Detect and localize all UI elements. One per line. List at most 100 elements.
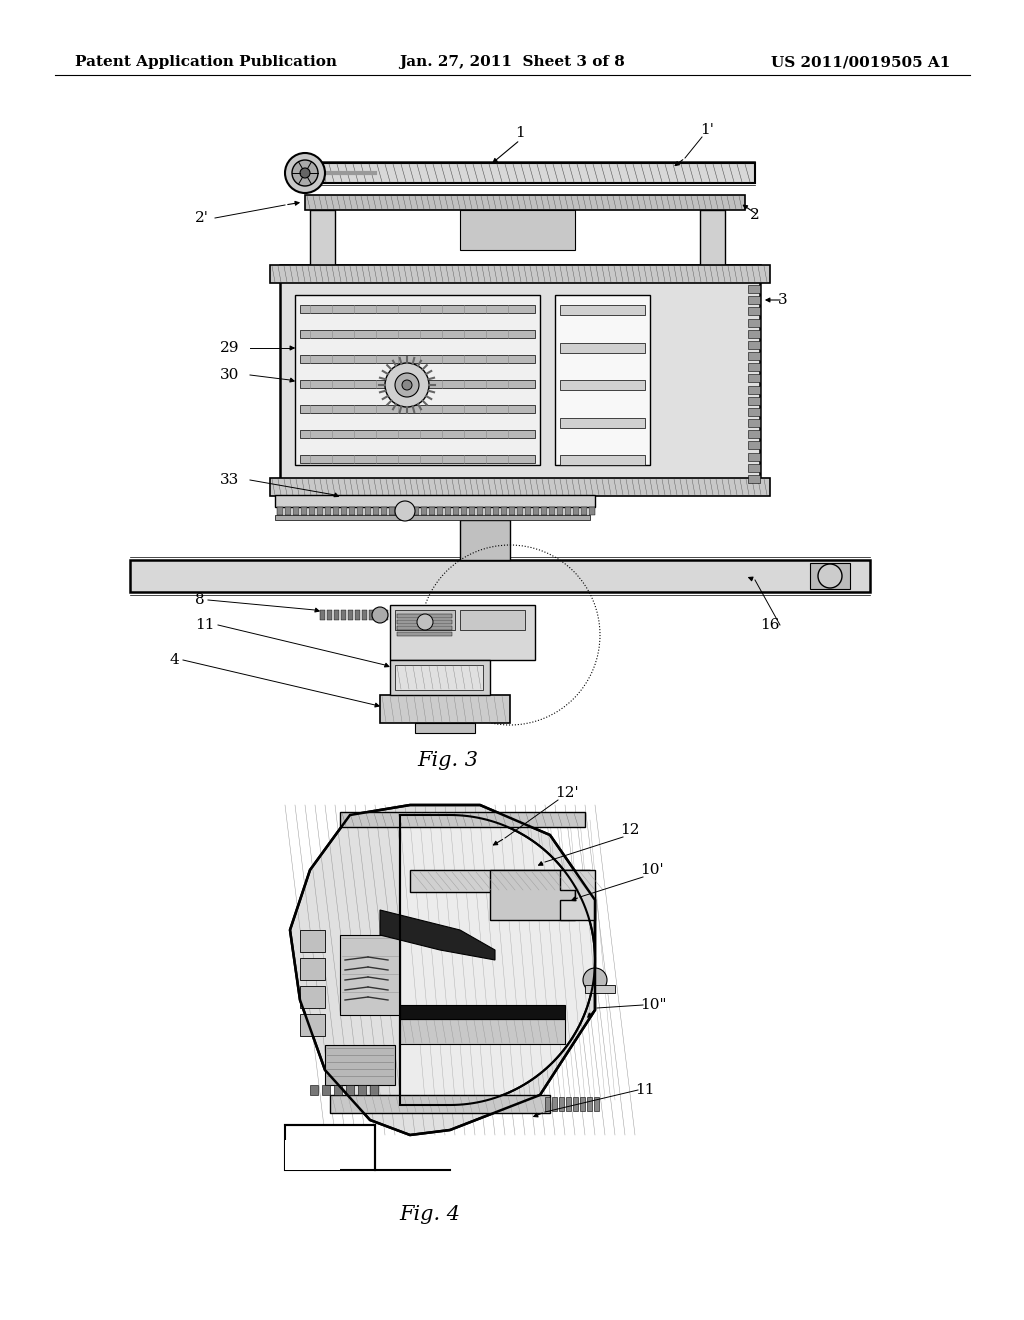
Bar bbox=[341, 507, 347, 515]
Bar bbox=[509, 507, 515, 515]
Bar bbox=[380, 696, 510, 723]
Bar bbox=[748, 385, 760, 393]
Text: 1': 1' bbox=[700, 123, 714, 137]
Bar bbox=[555, 294, 650, 465]
Bar bbox=[589, 507, 595, 515]
Bar bbox=[437, 507, 443, 515]
Bar bbox=[400, 1005, 565, 1019]
Bar bbox=[334, 610, 339, 620]
Circle shape bbox=[395, 374, 419, 397]
Bar bbox=[390, 660, 490, 696]
Bar bbox=[357, 507, 362, 515]
Bar bbox=[748, 330, 760, 338]
Text: Fig. 4: Fig. 4 bbox=[399, 1205, 461, 1225]
Bar bbox=[280, 265, 760, 490]
Bar bbox=[348, 610, 353, 620]
Bar bbox=[300, 430, 535, 438]
Bar bbox=[461, 507, 467, 515]
Bar bbox=[301, 507, 307, 515]
Text: US 2011/0019505 A1: US 2011/0019505 A1 bbox=[771, 55, 950, 69]
Bar bbox=[340, 935, 400, 1015]
Bar bbox=[585, 985, 615, 993]
Bar bbox=[429, 507, 435, 515]
Bar bbox=[400, 1019, 565, 1044]
Bar bbox=[310, 210, 335, 271]
Text: 33: 33 bbox=[220, 473, 240, 487]
Bar bbox=[552, 1097, 557, 1111]
Bar bbox=[333, 507, 339, 515]
Bar bbox=[557, 507, 563, 515]
Bar bbox=[541, 507, 547, 515]
Bar bbox=[317, 507, 323, 515]
Circle shape bbox=[417, 614, 433, 630]
Bar bbox=[358, 1085, 366, 1096]
Bar bbox=[421, 507, 427, 515]
Bar bbox=[573, 1097, 578, 1111]
Bar bbox=[545, 1097, 550, 1111]
Bar bbox=[376, 610, 381, 620]
Bar bbox=[560, 380, 645, 389]
Bar bbox=[748, 430, 760, 438]
Bar bbox=[748, 296, 760, 304]
Text: 11: 11 bbox=[195, 618, 214, 632]
Bar bbox=[275, 515, 590, 520]
Bar bbox=[460, 610, 525, 630]
Bar bbox=[310, 1085, 318, 1096]
Bar bbox=[395, 665, 483, 690]
Polygon shape bbox=[380, 909, 495, 960]
Bar bbox=[810, 564, 850, 589]
Polygon shape bbox=[290, 805, 595, 1135]
Bar bbox=[300, 305, 535, 313]
Bar bbox=[397, 632, 452, 636]
Bar bbox=[270, 478, 770, 496]
Bar bbox=[309, 507, 315, 515]
Bar bbox=[748, 397, 760, 405]
Bar bbox=[748, 285, 760, 293]
Text: 3: 3 bbox=[778, 293, 787, 308]
Bar bbox=[566, 1097, 571, 1111]
Bar bbox=[300, 931, 325, 952]
Circle shape bbox=[583, 968, 607, 993]
Text: 16: 16 bbox=[760, 618, 779, 632]
Bar bbox=[748, 441, 760, 450]
Bar bbox=[389, 507, 395, 515]
Bar bbox=[517, 507, 523, 515]
Bar bbox=[748, 308, 760, 315]
Text: 4: 4 bbox=[170, 653, 180, 667]
Bar bbox=[560, 342, 645, 352]
Text: 10": 10" bbox=[640, 998, 667, 1012]
Bar bbox=[700, 210, 725, 271]
Bar bbox=[748, 375, 760, 383]
Bar bbox=[390, 605, 535, 660]
Circle shape bbox=[285, 153, 325, 193]
Bar bbox=[748, 352, 760, 360]
Bar bbox=[477, 507, 483, 515]
Bar bbox=[748, 408, 760, 416]
Bar bbox=[300, 380, 535, 388]
Bar bbox=[319, 610, 325, 620]
Bar bbox=[349, 507, 355, 515]
Text: Patent Application Publication: Patent Application Publication bbox=[75, 55, 337, 69]
Bar bbox=[330, 1096, 550, 1113]
Bar bbox=[300, 1014, 325, 1036]
Bar bbox=[469, 507, 475, 515]
Bar bbox=[560, 417, 645, 428]
Bar bbox=[369, 610, 374, 620]
Bar bbox=[559, 1097, 564, 1111]
Bar bbox=[453, 507, 459, 515]
Bar bbox=[415, 723, 475, 733]
Bar bbox=[748, 475, 760, 483]
Bar bbox=[445, 507, 451, 515]
Bar bbox=[325, 1045, 395, 1085]
Bar bbox=[397, 507, 403, 515]
Text: 10': 10' bbox=[640, 863, 664, 876]
Bar bbox=[295, 294, 540, 465]
Bar bbox=[748, 363, 760, 371]
Bar bbox=[573, 507, 579, 515]
Bar bbox=[493, 507, 499, 515]
Bar bbox=[485, 507, 490, 515]
Text: 2: 2 bbox=[750, 209, 760, 222]
Bar bbox=[594, 1097, 599, 1111]
Bar bbox=[293, 507, 299, 515]
Bar bbox=[285, 1140, 340, 1170]
